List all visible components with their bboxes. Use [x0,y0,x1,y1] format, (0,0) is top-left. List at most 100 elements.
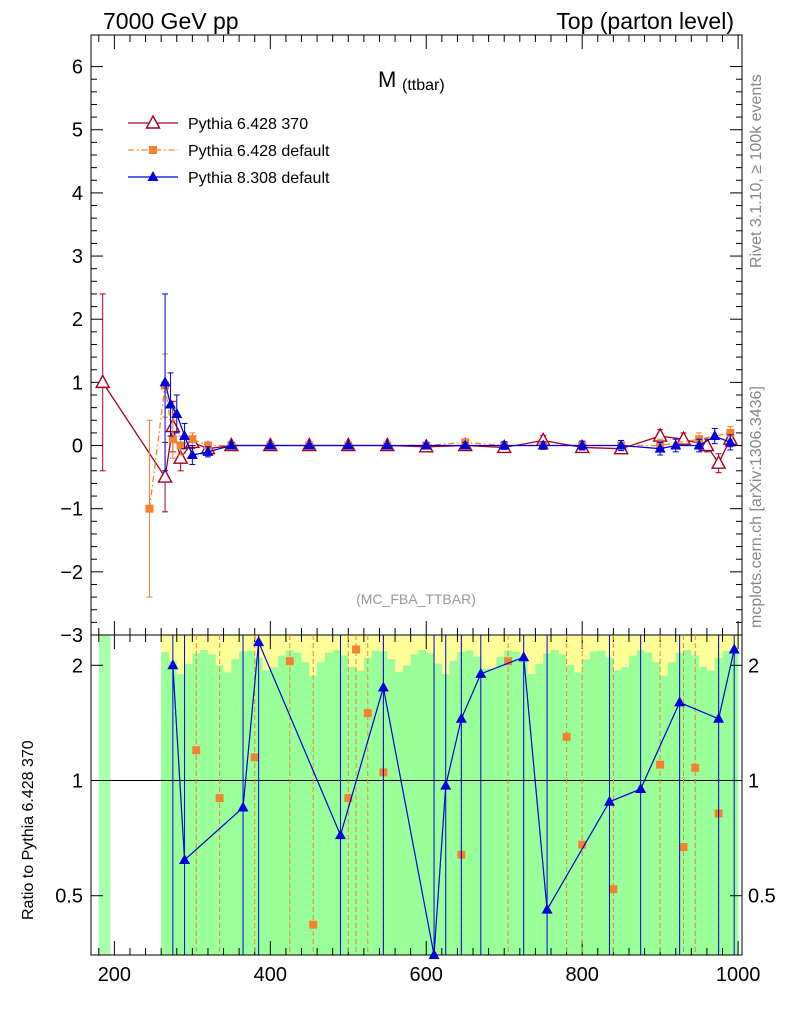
ratio-data-point [215,794,224,803]
analysis-watermark: (MC_FBA_TTBAR) [356,591,476,607]
ratio-y-tick-label: 1 [72,771,83,793]
ratio-y-tick-label-right: 0.5 [748,886,776,908]
ratio-plot-frame [90,634,743,956]
ratio-data-point [679,843,688,852]
data-point [654,442,666,453]
ratio-band-green [434,663,443,955]
ratio-y-tick-label-right: 1 [748,771,759,793]
ratio-data-point [691,763,700,772]
data-point [342,439,354,450]
data-point [381,439,393,450]
ratio-band-green [582,659,591,955]
ratio-y-tick-label: 0.5 [55,886,83,908]
data-point [145,504,154,513]
ratio-band-green [278,655,287,955]
ratio-band-green [356,670,365,955]
series-0 [95,293,738,513]
data-point [203,441,212,450]
ratio-band-green [200,650,209,955]
ratio-band-green [496,656,505,955]
series-line [164,382,731,456]
header-right-label: Top (parton level) [556,8,734,34]
data-point [710,454,727,469]
ratio-band-green [566,665,575,955]
ratio-band-green [644,652,653,955]
ratio-band-green [215,665,224,955]
ratio-band-green [512,651,521,955]
ratio-band-green [324,652,333,955]
data-point [459,439,471,450]
ratio-data-point [504,657,513,666]
ratio-band-green [473,656,482,955]
ratio-band-green [628,655,638,955]
ratio-data-point [192,746,201,755]
ratio-series-1 [167,635,740,959]
ratio-band-green [387,659,396,955]
data-point [670,439,682,450]
ratio-band-green [465,650,474,955]
y-tick-label: 5 [72,120,83,142]
ratio-data-point [728,643,740,654]
data-point [202,445,214,456]
data-point [165,398,177,409]
ratio-band [98,635,111,955]
ratio-data-point [377,681,389,692]
data-point [303,439,315,450]
data-point [172,449,189,464]
ratio-band-green [410,654,419,955]
ratio-band-green [426,653,435,955]
rivet-version-label: Rivet 3.1.10, ≥ 100k events [748,74,765,268]
ratio-data-point [578,840,587,849]
legend-label: Pythia 8.308 default [188,170,330,187]
ratio-band-green [535,663,544,955]
data-point [724,436,736,447]
ratio-band-green [207,654,217,955]
data-point [225,439,237,450]
ratio-y-axis-label: Ratio to Pythia 6.428 370 [20,740,37,920]
data-point [576,439,588,450]
ratio-band-green [348,666,357,955]
ratio-data-point [475,667,487,678]
y-tick-label: 0 [72,436,83,458]
ratio-band-green [504,650,513,955]
ratio-band-green [699,666,708,955]
data-point [537,439,549,450]
ratio-band-green [371,650,380,955]
data-point [420,439,432,450]
data-point [693,439,705,450]
y-tick-label: 2 [72,309,83,331]
ratio-data-point [285,657,294,666]
data-point [726,428,735,437]
ratio-band-green [589,651,599,955]
ratio-band-green [527,673,536,955]
x-tick-label: 200 [98,964,131,986]
ratio-band-green [667,662,677,955]
data-point [157,468,173,483]
x-tick-label: 800 [565,964,598,986]
y-tick-label: 1 [72,372,83,394]
ratio-band-green [488,668,497,955]
data-point [159,376,171,387]
data-point [699,437,715,452]
ratio-data-point [363,709,372,718]
ratio-band-green [270,667,279,955]
ratio-data-point [352,645,361,654]
x-tick-label: 600 [410,964,443,986]
ratio-band-green [161,651,170,955]
ratio-band-green [246,650,256,955]
ratio-band-green [613,670,622,955]
ratio-data-point [250,753,259,762]
ratio-data-point [562,732,571,741]
ratio-band-green [301,662,310,955]
series-2 [159,293,736,472]
y-tick-label: 4 [72,183,83,205]
data-point [179,430,191,441]
data-point [498,439,510,450]
header-left-label: 7000 GeV pp [103,8,239,34]
ratio-band-green [184,663,193,955]
ratio-band-green [262,670,271,955]
ratio-band-green [706,670,716,955]
plot-title-sub: (ttbar) [402,77,445,94]
x-tick-label: 400 [254,964,287,986]
ratio-band-green [660,675,669,955]
